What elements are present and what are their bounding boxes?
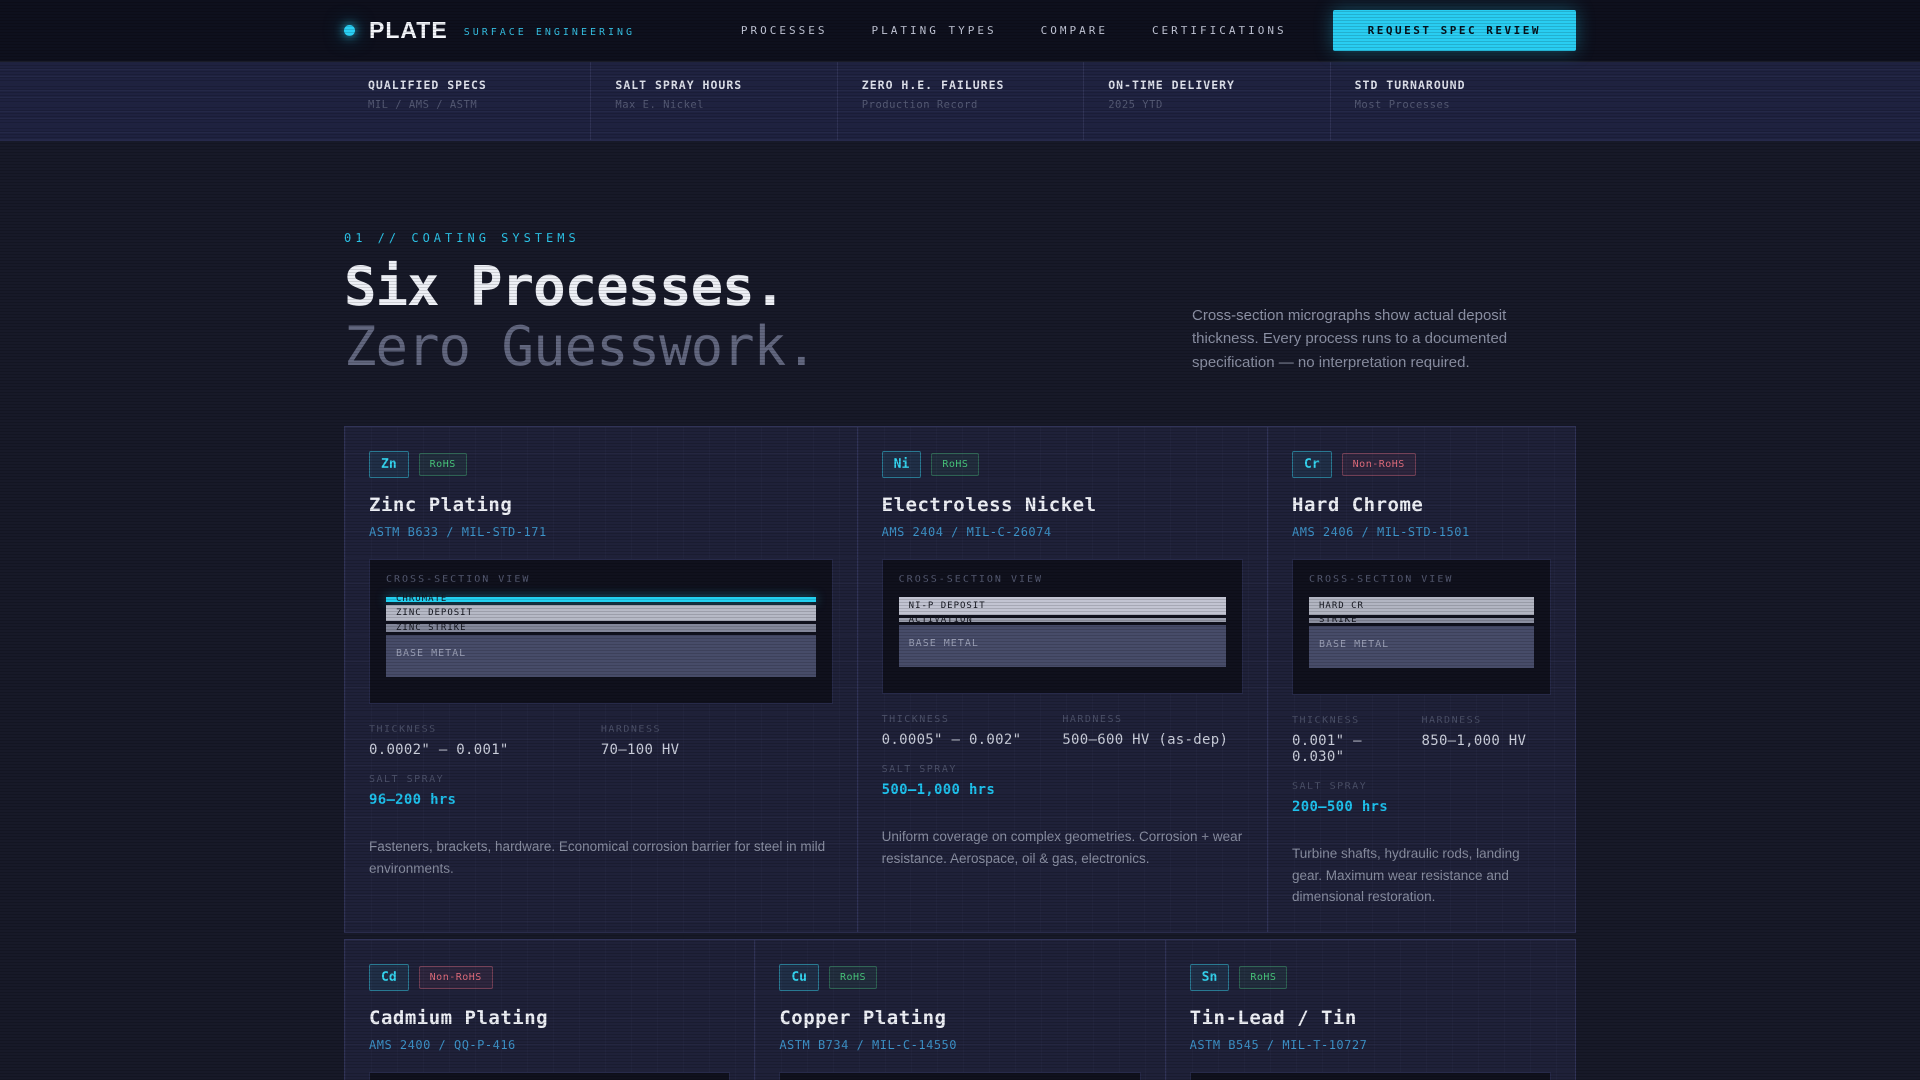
- stat-sub: MIL / AMS / ASTM: [368, 99, 478, 111]
- stat-thickness: THICKNESS 0.0002" – 0.001": [369, 723, 509, 758]
- stat-salt-spray: SALT SPRAY 500–1,000 hrs: [881, 763, 996, 798]
- cross-section-diagram: CROSS-SECTION VIEW CHROMATE CADMIUM BASE…: [369, 1071, 731, 1080]
- process-card-hard-chrome: Cr Non-RoHS Hard Chrome AMS 2406 / MIL-S…: [1268, 427, 1575, 932]
- layer-zinc-deposit: ZINC DEPOSIT: [386, 604, 816, 621]
- nav-link-compare[interactable]: COMPARE: [1040, 24, 1108, 37]
- stat-salt-spray: SALT SPRAY 200–500 hrs: [1292, 780, 1389, 815]
- process-spec: AMS 2406 / MIL-STD-1501: [1292, 524, 1470, 539]
- stat-thickness: THICKNESS 0.0005" – 0.002": [881, 713, 1022, 748]
- process-description: Uniform coverage on complex geometries. …: [881, 828, 1243, 866]
- hero-section: 01 // COATING SYSTEMS Six Processes. Zer…: [344, 141, 1576, 378]
- stat-label: ZERO H.E. FAILURES: [861, 78, 1005, 92]
- element-badge: Zn: [369, 450, 409, 478]
- element-badge: Sn: [1189, 963, 1230, 991]
- process-title: Cadmium Plating: [369, 1006, 549, 1029]
- section-eyebrow: 01 // COATING SYSTEMS: [344, 231, 580, 245]
- diagram-title: CROSS-SECTION VIEW: [386, 573, 531, 585]
- layer-hard-cr: HARD CR: [1309, 596, 1534, 615]
- nav-link-processes[interactable]: PROCESSES: [740, 24, 828, 37]
- element-badge: Cu: [779, 963, 819, 991]
- process-title: Copper Plating: [779, 1006, 947, 1029]
- compliance-badge: Non-RoHS: [418, 965, 493, 989]
- process-card-tin: Sn RoHS Tin-Lead / Tin ASTM B545 / MIL-T…: [1166, 940, 1575, 1080]
- process-title: Tin-Lead / Tin: [1189, 1006, 1357, 1029]
- brand-name: PLATE: [369, 17, 448, 43]
- layer-nip-deposit: NI-P DEPOSIT: [898, 596, 1226, 615]
- stat-hardness: HARDNESS 70–100 HV: [600, 723, 680, 758]
- process-spec: ASTM B545 / MIL-T-10727: [1189, 1037, 1368, 1052]
- process-spec: AMS 2404 / MIL-C-26074: [881, 524, 1052, 539]
- stat-thickness: THICKNESS 0.001" – 0.030": [1292, 714, 1362, 765]
- brand-dot-icon: [344, 25, 355, 36]
- process-card-zinc: Zn RoHS Zinc Plating ASTM B633 / MIL-STD…: [345, 427, 857, 932]
- layer-base-metal: BASE METAL: [898, 624, 1226, 667]
- process-spec: AMS 2400 / QQ-P-416: [369, 1037, 516, 1052]
- element-badge: Cd: [369, 963, 409, 991]
- page-title-line2: Zero Guesswork.: [344, 315, 818, 379]
- layer-base-metal: BASE METAL: [1309, 625, 1534, 668]
- nav-links: PROCESSES PLATING TYPES COMPARE CERTIFIC…: [741, 24, 1287, 37]
- stat-sub: 2025 YTD: [1108, 99, 1163, 111]
- layer-chromate: CHROMATE: [386, 594, 816, 604]
- compliance-badge: RoHS: [828, 965, 878, 989]
- process-spec: ASTM B734 / MIL-C-14550: [779, 1037, 957, 1052]
- process-description: Turbine shafts, hydraulic rods, landing …: [1292, 845, 1520, 905]
- stat-hardness: HARDNESS 850–1,000 HV: [1421, 714, 1527, 749]
- cross-section-diagram: CROSS-SECTION VIEW NI-P DEPOSIT ACTIVATI…: [881, 558, 1243, 694]
- process-title: Hard Chrome: [1292, 493, 1424, 516]
- cross-section-diagram: CROSS-SECTION VIEW CHROMATE ZINC DEPOSIT…: [369, 558, 833, 704]
- element-badge: Cr: [1292, 450, 1332, 478]
- stats-bar: QUALIFIED SPECS MIL / AMS / ASTM SALT SP…: [0, 62, 1920, 141]
- cross-section-diagram: CROSS-SECTION VIEW HARD CR STRIKE BASE M…: [1292, 558, 1551, 695]
- stat-sub: Production Record: [861, 99, 978, 111]
- process-card-electroless-nickel: Ni RoHS Electroless Nickel AMS 2404 / MI…: [858, 427, 1267, 932]
- compliance-badge: Non-RoHS: [1341, 452, 1416, 476]
- compliance-badge: RoHS: [418, 452, 467, 476]
- stat-label: QUALIFIED SPECS: [368, 78, 487, 92]
- stat-qualified-specs: QUALIFIED SPECS MIL / AMS / ASTM: [344, 62, 590, 140]
- process-title: Electroless Nickel: [881, 493, 1097, 516]
- diagram-title: CROSS-SECTION VIEW: [898, 573, 1044, 585]
- nav-link-plating-types[interactable]: PLATING TYPES: [871, 24, 997, 37]
- stat-std-turnaround: STD TURNAROUND Most Processes: [1329, 62, 1576, 140]
- brand-tagline: SURFACE ENGINEERING: [463, 26, 636, 38]
- page-title: Six Processes. Zero Guesswork.: [344, 255, 818, 379]
- compliance-badge: RoHS: [1239, 965, 1288, 989]
- process-title: Zinc Plating: [369, 493, 513, 516]
- process-cards-row-1: Zn RoHS Zinc Plating ASTM B633 / MIL-STD…: [344, 425, 1576, 933]
- hero-paragraph: Cross-section micrographs show actual de…: [1192, 307, 1508, 371]
- element-badge: Ni: [881, 450, 922, 478]
- process-cards-row-2: Cd Non-RoHS Cadmium Plating AMS 2400 / Q…: [344, 938, 1576, 1080]
- stat-label: SALT SPRAY HOURS: [615, 78, 743, 92]
- process-card-cadmium: Cd Non-RoHS Cadmium Plating AMS 2400 / Q…: [345, 940, 754, 1080]
- layer-zinc-strike: ZINC STRIKE: [386, 623, 816, 633]
- diagram-title: CROSS-SECTION VIEW: [1309, 573, 1454, 585]
- process-card-copper: Cu RoHS Copper Plating ASTM B734 / MIL-C…: [755, 940, 1164, 1080]
- compliance-badge: RoHS: [931, 452, 980, 476]
- request-spec-review-button[interactable]: REQUEST SPEC REVIEW: [1332, 10, 1576, 51]
- stat-zero-he-failures: ZERO H.E. FAILURES Production Record: [836, 62, 1083, 140]
- top-nav: PLATE SURFACE ENGINEERING PROCESSES PLAT…: [0, 0, 1920, 62]
- page-title-line1: Six Processes.: [344, 255, 786, 318]
- stat-on-time-delivery: ON-TIME DELIVERY 2025 YTD: [1083, 62, 1329, 140]
- nav-link-certifications[interactable]: CERTIFICATIONS: [1151, 24, 1287, 37]
- stat-sub: Most Processes: [1354, 99, 1451, 111]
- layer-strike: STRIKE: [1309, 615, 1534, 625]
- stat-sub: Max E. Nickel: [615, 99, 705, 111]
- process-spec: ASTM B633 / MIL-STD-171: [369, 524, 547, 539]
- layer-base-metal: BASE METAL: [386, 634, 816, 677]
- stat-label: ON-TIME DELIVERY: [1108, 78, 1235, 92]
- cross-section-diagram: CROSS-SECTION VIEW CU DEPOSIT CU STRIKE …: [779, 1071, 1141, 1080]
- stat-label: STD TURNAROUND: [1354, 78, 1466, 92]
- cross-section-diagram: CROSS-SECTION VIEW TIN DEPOSIT NICKEL UL…: [1189, 1071, 1551, 1080]
- process-description: Fasteners, brackets, hardware. Economica…: [369, 838, 826, 876]
- stat-salt-spray: SALT SPRAY 96–200 hrs: [369, 773, 457, 808]
- layer-activation: ACTIVATION: [898, 615, 1226, 625]
- stat-hardness: HARDNESS 500–600 HV (as-dep): [1062, 713, 1229, 748]
- stat-salt-spray-hours: SALT SPRAY HOURS Max E. Nickel: [590, 62, 836, 140]
